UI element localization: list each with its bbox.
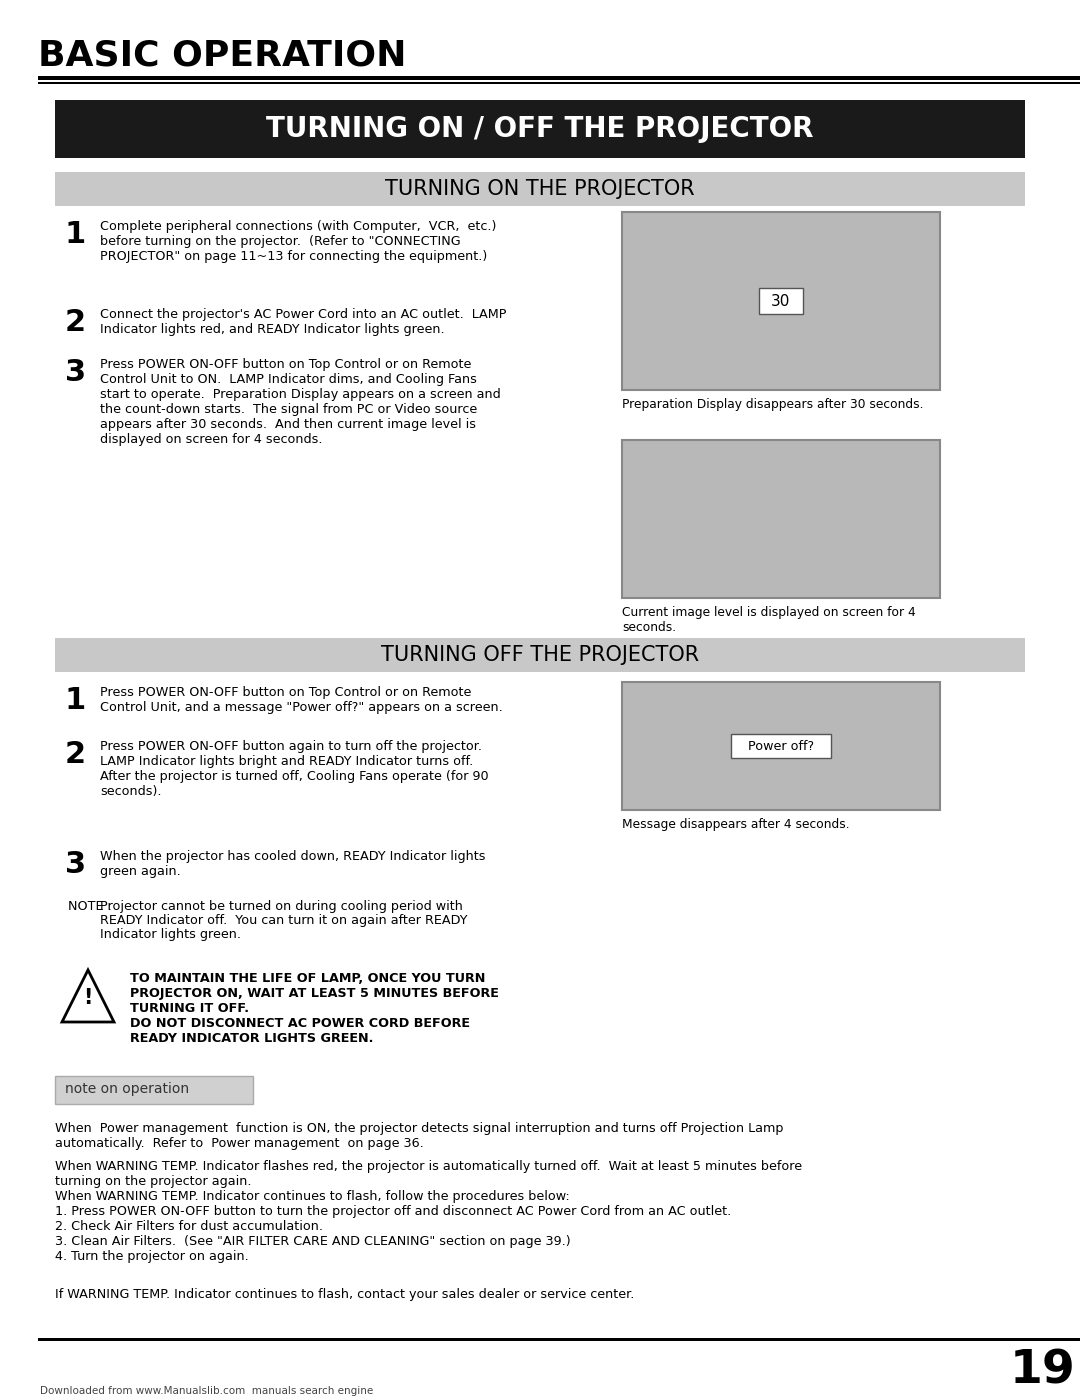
- Text: When the projector has cooled down, READY Indicator lights
green again.: When the projector has cooled down, READ…: [100, 849, 486, 877]
- Text: READY Indicator off.  You can turn it on again after READY: READY Indicator off. You can turn it on …: [100, 914, 468, 928]
- Text: When  Power management  function is ON, the projector detects signal interruptio: When Power management function is ON, th…: [55, 1122, 783, 1150]
- Bar: [38, 82, 1080, 84]
- Text: TURNING OFF THE PROJECTOR: TURNING OFF THE PROJECTOR: [381, 645, 699, 665]
- Text: Complete peripheral connections (with Computer,  VCR,  etc.)
before turning on t: Complete peripheral connections (with Co…: [100, 219, 497, 263]
- Bar: [622, 682, 940, 810]
- Text: note on operation: note on operation: [65, 1083, 189, 1097]
- Bar: [622, 212, 940, 390]
- Text: 3: 3: [65, 849, 86, 879]
- Text: BASIC OPERATION: BASIC OPERATION: [38, 38, 406, 73]
- Text: 19: 19: [1010, 1348, 1076, 1393]
- Text: 2: 2: [65, 740, 86, 768]
- Text: TURNING ON THE PROJECTOR: TURNING ON THE PROJECTOR: [386, 179, 694, 198]
- Text: !: !: [83, 988, 93, 1009]
- Text: 30: 30: [771, 293, 791, 309]
- Text: Press POWER ON-OFF button again to turn off the projector.
LAMP Indicator lights: Press POWER ON-OFF button again to turn …: [100, 740, 488, 798]
- Text: 2: 2: [65, 307, 86, 337]
- Bar: [38, 75, 1080, 80]
- Text: Current image level is displayed on screen for 4
seconds.: Current image level is displayed on scre…: [622, 606, 916, 634]
- Text: TURNING ON / OFF THE PROJECTOR: TURNING ON / OFF THE PROJECTOR: [267, 115, 813, 142]
- Text: Preparation Display disappears after 30 seconds.: Preparation Display disappears after 30 …: [622, 398, 923, 411]
- Text: Message disappears after 4 seconds.: Message disappears after 4 seconds.: [622, 819, 850, 831]
- Text: TO MAINTAIN THE LIFE OF LAMP, ONCE YOU TURN
PROJECTOR ON, WAIT AT LEAST 5 MINUTE: TO MAINTAIN THE LIFE OF LAMP, ONCE YOU T…: [130, 972, 499, 1045]
- Text: 1: 1: [65, 686, 86, 715]
- Text: Press POWER ON-OFF button on Top Control or on Remote
Control Unit to ON.  LAMP : Press POWER ON-OFF button on Top Control…: [100, 358, 501, 446]
- Text: 1: 1: [65, 219, 86, 249]
- Text: NOTE :: NOTE :: [68, 900, 116, 914]
- Bar: [55, 172, 1025, 205]
- Bar: [759, 288, 804, 314]
- Bar: [55, 1076, 253, 1104]
- Text: Projector cannot be turned on during cooling period with: Projector cannot be turned on during coo…: [100, 900, 463, 914]
- Text: 3: 3: [65, 358, 86, 387]
- Text: Press POWER ON-OFF button on Top Control or on Remote
Control Unit, and a messag: Press POWER ON-OFF button on Top Control…: [100, 686, 503, 714]
- Text: Downloaded from www.Manualslib.com  manuals search engine: Downloaded from www.Manualslib.com manua…: [40, 1386, 374, 1396]
- Bar: [731, 733, 831, 759]
- Text: Connect the projector's AC Power Cord into an AC outlet.  LAMP
Indicator lights : Connect the projector's AC Power Cord in…: [100, 307, 507, 337]
- Bar: [55, 638, 1025, 672]
- Bar: [622, 440, 940, 598]
- Text: When WARNING TEMP. Indicator flashes red, the projector is automatically turned : When WARNING TEMP. Indicator flashes red…: [55, 1160, 802, 1263]
- Bar: [55, 101, 1025, 158]
- Text: Indicator lights green.: Indicator lights green.: [100, 928, 241, 942]
- Text: Power off?: Power off?: [748, 739, 814, 753]
- Text: If WARNING TEMP. Indicator continues to flash, contact your sales dealer or serv: If WARNING TEMP. Indicator continues to …: [55, 1288, 634, 1301]
- Bar: [38, 1338, 1080, 1341]
